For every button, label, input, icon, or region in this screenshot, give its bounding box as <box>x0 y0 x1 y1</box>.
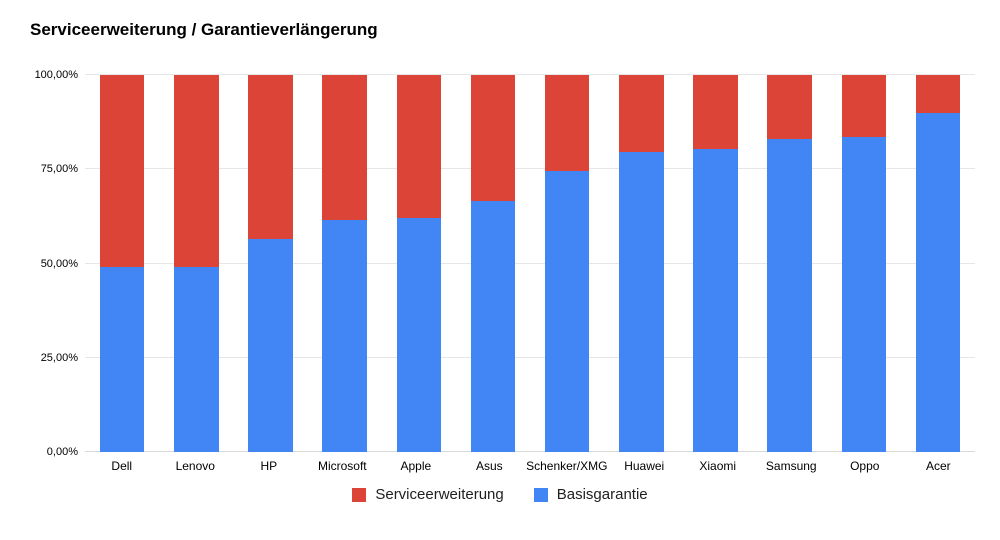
bar-segment-basisgarantie <box>544 171 590 452</box>
bar-segment-serviceerweiterung <box>248 75 293 239</box>
x-tick-label: HP <box>260 459 278 473</box>
bar-segment-serviceerweiterung <box>544 75 590 172</box>
bar-column-schenker-xmg <box>530 75 604 452</box>
bar-segment-serviceerweiterung <box>99 75 145 268</box>
legend-swatch <box>533 487 548 502</box>
bar-segment-basisgarantie <box>174 267 219 452</box>
legend-label: Basisgarantie <box>556 486 648 503</box>
gridline <box>85 451 975 452</box>
x-tick-label: Acer <box>925 459 951 473</box>
chart-title: Serviceerweiterung / Garantieverlängerun… <box>30 20 378 39</box>
gridline <box>85 356 975 358</box>
bar-segment-basisgarantie <box>99 267 145 452</box>
bar-segment-basisgarantie <box>767 139 812 452</box>
legend-item-serviceerweiterung: Serviceerweiterung <box>352 486 504 503</box>
bar-segment-basisgarantie <box>841 137 887 452</box>
bar-column-huawei <box>604 75 678 452</box>
y-tick-label: 100,00% <box>34 69 78 81</box>
bar-segment-basisgarantie <box>396 218 442 452</box>
x-tick-label: Dell <box>111 459 133 473</box>
x-axis-labels: Dell Lenovo HP Microsoft Apple Asus Schenker/X… <box>85 459 975 473</box>
y-tick-label: 50,00% <box>40 257 78 270</box>
bar-segment-serviceerweiterung <box>841 75 887 138</box>
bar-column-lenovo <box>159 75 233 452</box>
bar-segment-serviceerweiterung <box>174 75 219 268</box>
bar-segment-basisgarantie <box>693 148 738 452</box>
bar-column-microsoft <box>308 75 382 452</box>
legend-swatch <box>352 487 367 502</box>
bar-segment-basisgarantie <box>322 220 367 452</box>
bar-column-asus <box>456 75 530 452</box>
bar-segment-basisgarantie <box>248 239 293 452</box>
bar-segment-basisgarantie <box>470 201 516 452</box>
bar-column-acer <box>901 75 975 452</box>
legend-label: Serviceerweiterung <box>375 486 504 503</box>
x-tick-label: Huawei <box>624 459 665 473</box>
legend: Serviceerweiterung Basisgarantie <box>0 486 1000 503</box>
y-tick-label: 0,00% <box>46 446 78 458</box>
bar-segment-serviceerweiterung <box>915 75 961 113</box>
gridline <box>85 74 975 75</box>
x-tick-label: Lenovo <box>175 459 215 473</box>
y-tick-label: 25,00% <box>40 351 78 364</box>
x-tick-label: Schenker/XMG <box>526 459 608 473</box>
x-tick-label: Oppo <box>850 459 880 473</box>
bar-segment-serviceerweiterung <box>619 75 664 153</box>
gridline <box>85 262 975 264</box>
bar-segment-serviceerweiterung <box>396 75 442 219</box>
bar-column-samsung <box>753 75 827 452</box>
y-tick-label: 75,00% <box>40 163 78 176</box>
bar-segment-serviceerweiterung <box>693 75 738 149</box>
bar-segment-serviceerweiterung <box>767 75 812 140</box>
bar-column-oppo <box>827 75 901 452</box>
y-axis-labels: 0,00% 25,00% 50,00% 75,00% 100,00% <box>0 69 78 458</box>
x-tick-label: Xiaomi <box>699 459 737 473</box>
bar-segment-serviceerweiterung <box>322 75 367 221</box>
gridline <box>85 168 975 170</box>
x-tick-label: Apple <box>400 459 432 473</box>
x-tick-label: Samsung <box>765 459 817 473</box>
bar-segment-serviceerweiterung <box>470 75 516 202</box>
bars-container <box>85 75 975 452</box>
bar-column-apple <box>382 75 456 452</box>
bar-column-dell <box>85 75 159 452</box>
bar-column-hp <box>233 75 307 452</box>
bar-segment-basisgarantie <box>619 152 664 452</box>
bar-segment-basisgarantie <box>915 112 961 452</box>
x-tick-label: Asus <box>475 459 503 473</box>
legend-item-basisgarantie: Basisgarantie <box>533 486 648 503</box>
plot-area <box>85 74 975 452</box>
x-tick-label: Microsoft <box>317 459 367 473</box>
bar-column-xiaomi <box>678 75 752 452</box>
